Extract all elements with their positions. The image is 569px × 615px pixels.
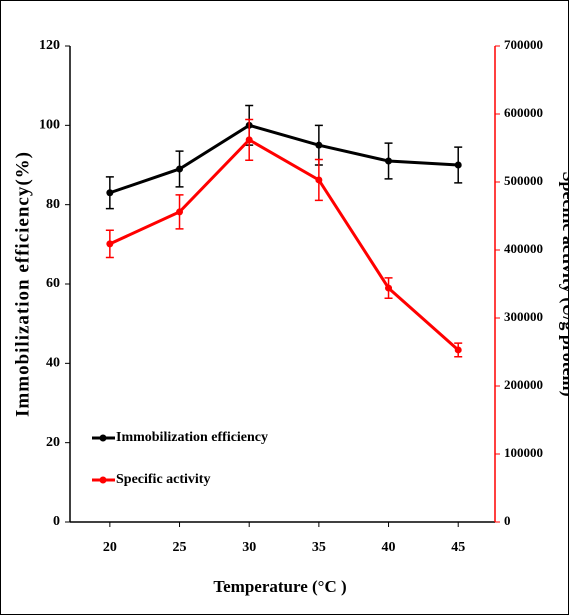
x-tick-label: 35 <box>312 540 326 555</box>
x-tick-label: 40 <box>382 540 396 555</box>
point <box>315 176 323 184</box>
y-tick-label: 0 <box>53 514 60 529</box>
point <box>176 165 184 173</box>
y2-tick-label: 300000 <box>504 309 543 324</box>
y-tick-label: 100 <box>39 118 60 133</box>
point <box>106 189 114 197</box>
series-line <box>109 137 460 352</box>
point <box>454 161 462 169</box>
series-line <box>109 123 459 195</box>
y2-tick-label: 500000 <box>504 173 543 188</box>
y2-tick-label: 0 <box>504 513 511 528</box>
x-tick-label: 30 <box>242 540 256 555</box>
point <box>245 136 253 144</box>
point <box>315 141 323 149</box>
y-tick-label: 120 <box>39 38 60 53</box>
y-axis-title: Immobilization efficiency(%) <box>12 151 33 417</box>
y-tick-label: 80 <box>46 197 60 212</box>
point <box>176 208 184 216</box>
x-tick-label: 25 <box>173 540 187 555</box>
y-tick-label: 60 <box>46 276 60 291</box>
y2-tick-label: 400000 <box>504 241 543 256</box>
point <box>106 240 114 248</box>
point <box>454 346 462 354</box>
y2-tick-label: 100000 <box>504 445 543 460</box>
y-tick-label: 20 <box>46 435 60 450</box>
x-tick-label: 45 <box>451 540 465 555</box>
y2-tick-label: 700000 <box>504 37 543 52</box>
point <box>385 284 393 292</box>
legend-marker <box>99 476 107 484</box>
y-tick-label: 40 <box>46 356 60 371</box>
legend-label: Immobilization efficiency <box>116 430 268 445</box>
y2-tick-label: 200000 <box>504 377 543 392</box>
y2-tick-label: 600000 <box>504 105 543 120</box>
x-axis-title: Temperature (°C ) <box>213 577 346 596</box>
point <box>385 157 393 165</box>
legend-label: Specific activity <box>116 472 210 487</box>
x-tick-label: 20 <box>103 540 117 555</box>
y2-axis-title: Specific activity (U/g protein) <box>558 171 569 396</box>
legend-marker <box>99 434 107 442</box>
